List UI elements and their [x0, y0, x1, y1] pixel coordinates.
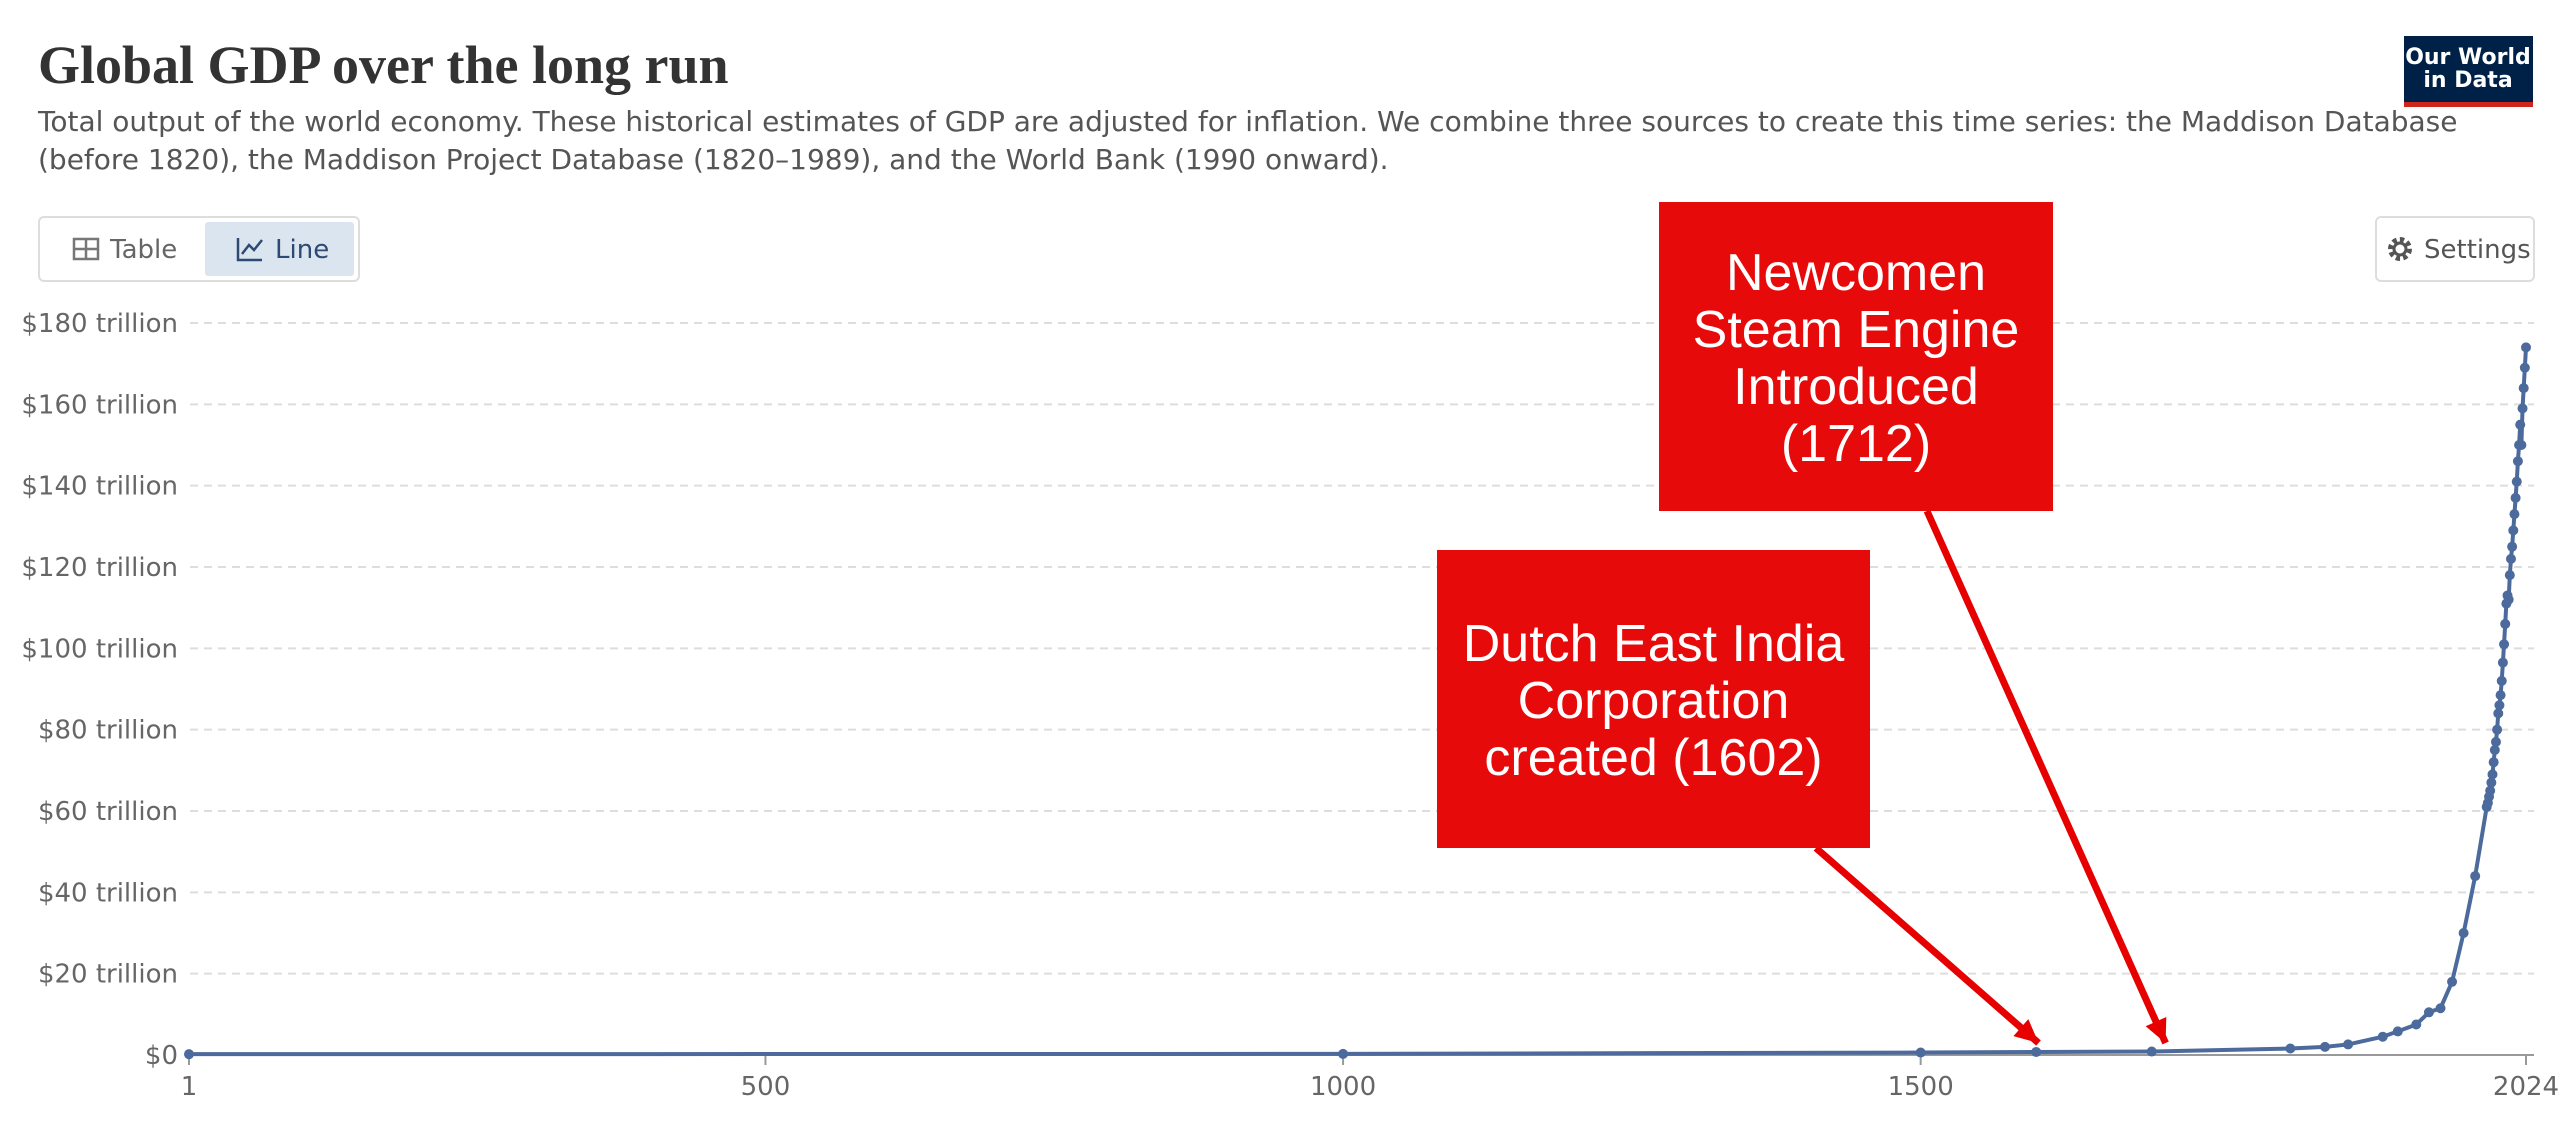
y-tick-label: $60 trillion — [38, 797, 178, 827]
data-point — [2492, 724, 2503, 735]
data-point — [2519, 362, 2530, 373]
data-point — [2505, 553, 2516, 564]
subtitle: Total output of the world economy. These… — [37, 105, 2458, 138]
x-tick-label: 500 — [741, 1072, 791, 1102]
data-point — [2486, 777, 2497, 788]
data-point — [2488, 757, 2499, 768]
data-point — [2509, 509, 2520, 520]
logo-box — [2404, 36, 2533, 102]
data-point — [2508, 525, 2519, 536]
data-point — [2447, 976, 2458, 987]
data-point — [2343, 1039, 2354, 1050]
data-point — [2392, 1026, 2403, 1037]
annotation-text: Dutch East India — [1463, 615, 1845, 673]
logo-text: Our World — [2405, 45, 2531, 70]
y-tick-label: $40 trillion — [38, 878, 178, 908]
line-icon — [236, 238, 262, 262]
y-tick-label: $120 trillion — [21, 553, 178, 583]
data-point — [2411, 1019, 2422, 1030]
x-tick-label: 2024 — [2493, 1072, 2559, 1102]
data-point — [2490, 736, 2501, 747]
x-tick-label: 1000 — [1310, 1072, 1376, 1102]
data-point — [2499, 639, 2510, 650]
chart-title: Global GDP over the long run — [38, 35, 729, 95]
settings-box — [2375, 216, 2535, 282]
annotation-text: Introduced — [1733, 358, 1979, 416]
data-point — [2497, 657, 2508, 668]
annotation-text: (1712) — [1781, 415, 1931, 473]
annotation-arrow — [1813, 845, 2041, 1046]
data-point — [2435, 1003, 2446, 1014]
y-tick-label: $180 trillion — [21, 309, 178, 339]
data-line — [188, 347, 2528, 1057]
data-point — [2493, 708, 2504, 719]
data-point — [2511, 476, 2522, 487]
data-point — [2512, 456, 2523, 467]
tab-label: Table — [109, 235, 177, 265]
tab-label: Line — [275, 235, 329, 265]
x-tick-label: 1500 — [1888, 1072, 1954, 1102]
table-tab[interactable]: Table — [72, 235, 177, 265]
data-point — [2500, 618, 2511, 629]
y-tick-label: $160 trillion — [21, 390, 178, 420]
active-tab — [205, 222, 354, 276]
data-point — [184, 1049, 194, 1060]
y-tick-label: $100 trillion — [21, 634, 178, 664]
annotation-box — [1659, 202, 2053, 511]
annotation-box — [1437, 550, 1870, 848]
data-point — [2494, 700, 2505, 711]
data-point — [2319, 1041, 2330, 1052]
x-tick-label: 1 — [181, 1072, 198, 1102]
annotation-text: Steam Engine — [1693, 301, 2020, 359]
logo[interactable]: Our World in Data — [2404, 36, 2533, 107]
arrow-head — [2013, 1019, 2039, 1043]
y-tick-label: $20 trillion — [38, 960, 178, 990]
data-point — [2458, 928, 2469, 938]
data-point — [2517, 403, 2528, 414]
y-tick-label: $0 — [145, 1041, 178, 1071]
data-point — [2485, 785, 2496, 796]
line-tab[interactable]: Line — [205, 222, 354, 276]
logo-text: in Data — [2423, 68, 2512, 93]
settings-button[interactable]: Settings — [2375, 216, 2535, 282]
annotation-text: created (1602) — [1484, 729, 1822, 787]
arrow-head — [2145, 1017, 2167, 1043]
subtitle: (before 1820), the Maddison Project Data… — [38, 143, 1389, 176]
data-point — [2503, 594, 2514, 605]
data-point — [2495, 690, 2506, 701]
data-point — [2031, 1046, 2042, 1057]
data-point — [2521, 342, 2531, 353]
data-point — [2504, 570, 2515, 581]
y-tick-label: $80 trillion — [38, 716, 178, 746]
data-point — [2377, 1031, 2388, 1042]
settings-label: Settings — [2424, 235, 2531, 265]
data-point — [1915, 1047, 1926, 1058]
gear-icon — [2392, 241, 2408, 257]
data-point — [2423, 1007, 2434, 1018]
data-point — [2518, 383, 2529, 394]
data-point — [2516, 440, 2527, 450]
data-point — [2470, 871, 2481, 882]
data-point — [2507, 541, 2518, 552]
line-icon — [241, 239, 263, 255]
data-point — [2515, 419, 2526, 430]
gear-icon — [2388, 237, 2412, 261]
annotation-text: Corporation — [1518, 672, 1790, 730]
annotation-text: Newcomen — [1726, 244, 1986, 302]
logo-bar — [2404, 102, 2533, 107]
y-tick-label: $140 trillion — [21, 472, 178, 502]
data-point — [2489, 745, 2500, 755]
data-point — [2487, 769, 2498, 780]
data-point — [2285, 1043, 2296, 1054]
data-point — [2496, 675, 2507, 686]
data-point — [2510, 492, 2521, 503]
data-point — [2146, 1046, 2157, 1057]
data-point — [1338, 1048, 1349, 1059]
annotation-arrow — [1923, 509, 2169, 1045]
